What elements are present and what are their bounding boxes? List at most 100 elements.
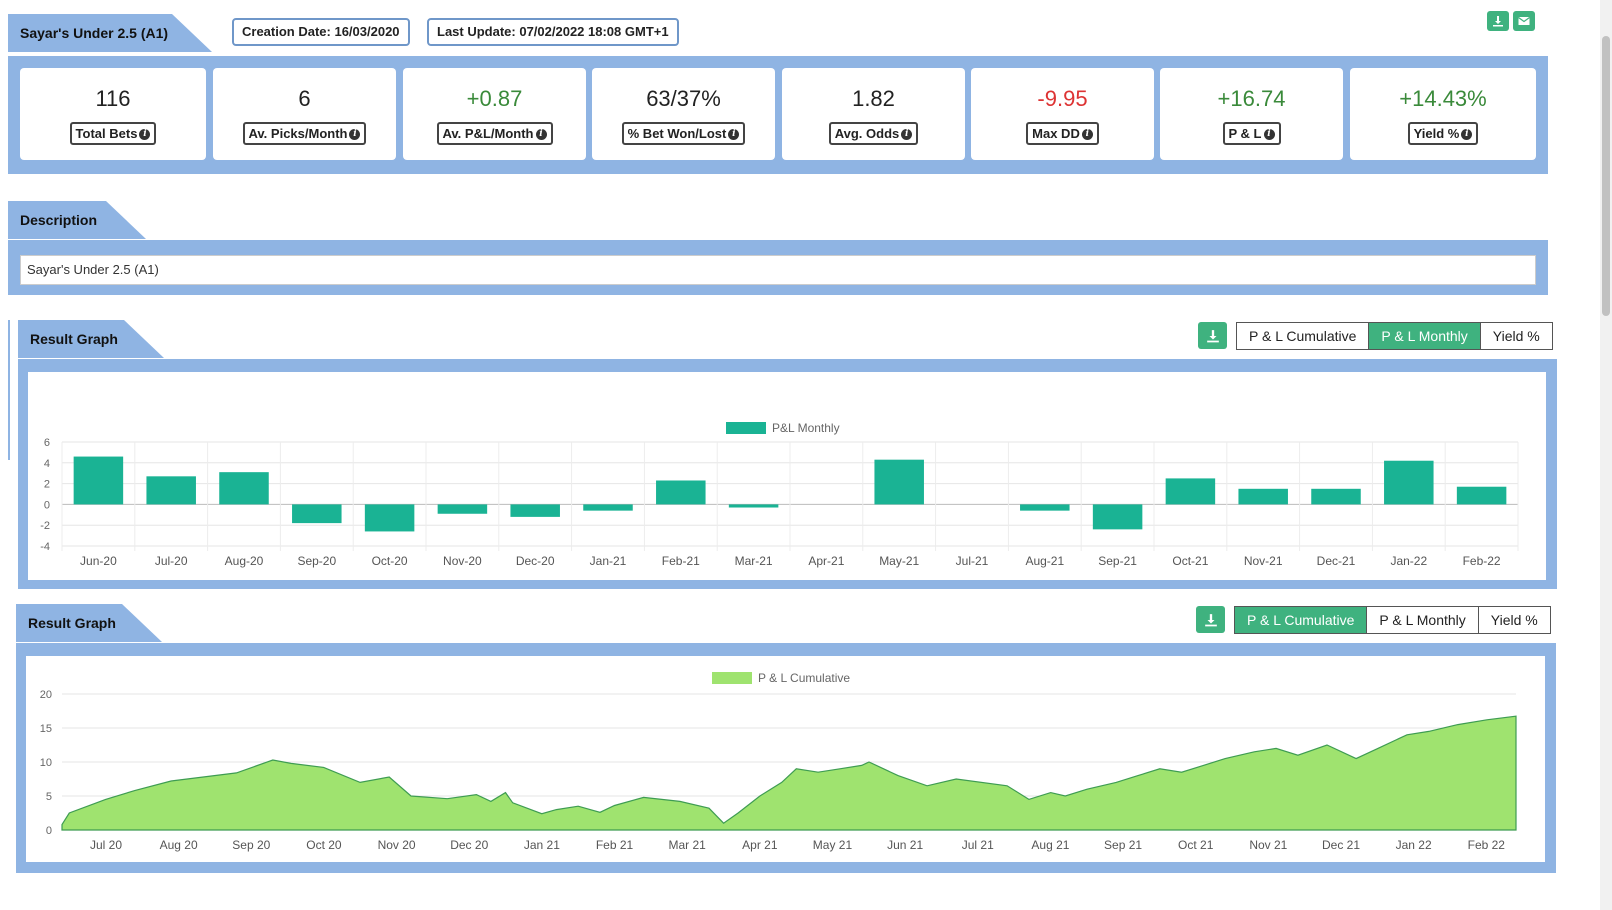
bar <box>437 504 488 514</box>
download-icon <box>1204 613 1217 626</box>
stat-label[interactable]: Yield % i <box>1407 122 1479 145</box>
strategy-title-text: Sayar's Under 2.5 (A1) <box>20 25 169 41</box>
monthly-bar-chart: P&L Monthly 6 4 2 0 -2 -4 Jun-20 Jul-20 Aug-20 Sep… <box>40 421 1519 568</box>
tab-yield[interactable]: Yield % <box>1478 607 1550 633</box>
creation-date-badge: Creation Date: 16/03/2020 <box>232 18 410 46</box>
x-tick-label: Oct 20 <box>306 838 342 852</box>
y-tick-label: 0 <box>46 825 52 837</box>
x-tick-label: Oct-20 <box>372 554 408 568</box>
monthly-chart: P&L Monthly 6 4 2 0 -2 -4 Jun-20 Jul-20 Aug-20 Sep… <box>28 372 1546 580</box>
tab-pl-monthly[interactable]: P & L Monthly <box>1369 323 1481 349</box>
graph1-heading: Result Graph <box>18 320 164 358</box>
info-icon[interactable]: i <box>728 129 740 141</box>
strategy-title: Sayar's Under 2.5 (A1) <box>8 14 212 52</box>
tab-yield[interactable]: Yield % <box>1480 323 1552 349</box>
page-scrollbar[interactable] <box>1600 0 1612 910</box>
graph2-tabs: P & L Cumulative P & L Monthly Yield % <box>1234 606 1551 634</box>
info-icon[interactable]: i <box>349 129 361 141</box>
last-update-badge: Last Update: 07/02/2022 18:08 GMT+1 <box>427 18 679 46</box>
stat-card: +14.43% Yield % i <box>1350 68 1536 160</box>
stat-label[interactable]: Av. Picks/Month i <box>242 122 367 145</box>
info-icon[interactable]: i <box>139 129 151 141</box>
x-tick-label: Dec-21 <box>1317 554 1356 568</box>
bar <box>292 504 342 524</box>
bar <box>1238 488 1288 505</box>
scrollbar-thumb[interactable] <box>1602 36 1610 316</box>
download-button[interactable] <box>1487 11 1509 31</box>
x-tick-label: Feb-22 <box>1463 554 1501 568</box>
stat-value: 63/37% <box>646 86 721 111</box>
y-tick-label: 15 <box>40 723 52 735</box>
stat-card: 1.82 Avg. Odds i <box>782 68 965 160</box>
x-tick-label: Mar 21 <box>668 838 706 852</box>
stat-label-text: Avg. Odds <box>834 126 900 141</box>
info-icon[interactable]: i <box>1461 129 1473 141</box>
tab-pl-cumulative[interactable]: P & L Cumulative <box>1235 607 1368 633</box>
x-tick-label: Dec 21 <box>1322 838 1360 852</box>
bar <box>728 504 779 508</box>
graph2-heading: Result Graph <box>16 604 162 642</box>
email-button[interactable] <box>1513 11 1535 31</box>
y-tick-label: 6 <box>44 437 50 449</box>
x-tick-label: May-21 <box>879 554 919 568</box>
legend-swatch <box>712 672 752 684</box>
x-tick-label: Feb 22 <box>1468 838 1506 852</box>
graph1-download-button[interactable] <box>1198 322 1227 349</box>
stat-label[interactable]: % Bet Won/Lost i <box>621 122 746 145</box>
bar <box>1092 504 1143 530</box>
info-icon[interactable]: i <box>901 129 913 141</box>
y-tick-label: -4 <box>40 541 50 553</box>
stat-card: 6 Av. Picks/Month i <box>213 68 396 160</box>
stat-label[interactable]: Avg. Odds i <box>828 122 919 145</box>
info-icon[interactable]: i <box>1263 129 1275 141</box>
x-tick-label: Feb-21 <box>662 554 700 568</box>
tab-pl-cumulative[interactable]: P & L Cumulative <box>1237 323 1370 349</box>
x-tick-label: Nov-20 <box>443 554 482 568</box>
info-icon[interactable]: i <box>1081 129 1093 141</box>
y-tick-label: -2 <box>40 520 50 532</box>
stat-label-text: % Bet Won/Lost <box>627 126 727 141</box>
envelope-icon <box>1518 17 1530 25</box>
bar <box>1456 486 1507 505</box>
stat-card: +0.87 Av. P&L/Month i <box>403 68 586 160</box>
x-tick-label: Sep 21 <box>1104 838 1142 852</box>
x-tick-label: Feb 21 <box>596 838 634 852</box>
bar <box>583 504 633 511</box>
x-tick-label: Dec-20 <box>516 554 555 568</box>
stat-value: +16.74 <box>1217 86 1286 111</box>
x-tick-label: Jan-22 <box>1390 554 1427 568</box>
stat-label[interactable]: Total Bets i <box>69 122 157 145</box>
stat-card: -9.95 Max DD i <box>971 68 1154 160</box>
download-icon <box>1206 329 1219 342</box>
info-icon[interactable]: i <box>535 129 547 141</box>
tab-pl-monthly[interactable]: P & L Monthly <box>1367 607 1479 633</box>
x-tick-label: Sep 20 <box>232 838 270 852</box>
y-tick-label: 5 <box>46 791 52 803</box>
description-heading-text: Description <box>20 212 98 228</box>
x-tick-label: Oct-21 <box>1172 554 1208 568</box>
stat-value: 116 <box>95 86 131 111</box>
stat-label[interactable]: Av. P&L/Month i <box>436 122 553 145</box>
graph1-heading-text: Result Graph <box>30 331 118 347</box>
stat-label[interactable]: Max DD i <box>1026 122 1099 145</box>
x-tick-label: Sep-20 <box>297 554 336 568</box>
bar <box>1384 460 1434 505</box>
legend-label: P&L Monthly <box>772 421 840 435</box>
x-tick-label: Jun 21 <box>887 838 923 852</box>
stat-label-text: Av. P&L/Month <box>442 126 534 141</box>
x-tick-label: Jul-20 <box>155 554 188 568</box>
x-tick-label: Aug-21 <box>1025 554 1064 568</box>
legend-swatch <box>726 422 766 434</box>
stat-value: +14.43% <box>1399 86 1487 111</box>
graph2-download-button[interactable] <box>1196 606 1225 633</box>
x-tick-label: Jan 22 <box>1396 838 1432 852</box>
stat-label-text: Total Bets <box>75 126 138 141</box>
x-tick-label: Dec 20 <box>450 838 488 852</box>
stat-label-text: Av. Picks/Month <box>248 126 348 141</box>
cumulative-chart: P & L Cumulative 20 15 10 5 0 Jul 20 Aug 20 Sep … <box>26 656 1545 862</box>
x-tick-label: Sep-21 <box>1098 554 1137 568</box>
x-tick-label: Nov 21 <box>1249 838 1287 852</box>
x-tick-label: Nov 20 <box>378 838 416 852</box>
